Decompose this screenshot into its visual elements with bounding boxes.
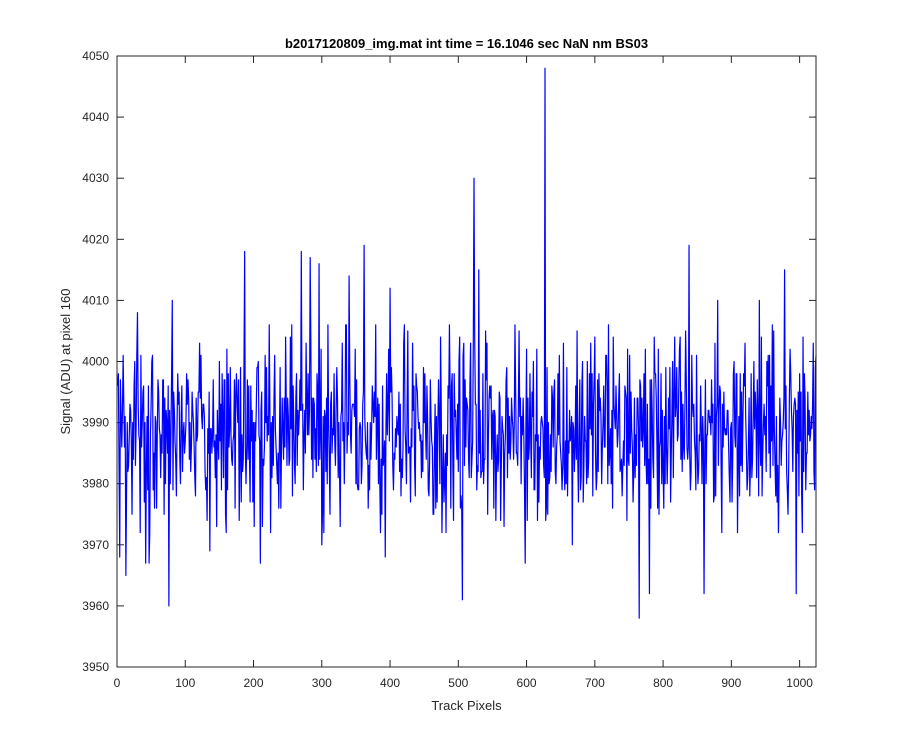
ticks: 0 100 200 300 400 500 600 700 800 900 1000 3950 3960… (82, 49, 816, 690)
y-tick-label: 3960 (82, 599, 109, 613)
series-line (117, 67, 817, 619)
x-axis-label: Track Pixels (431, 698, 502, 713)
x-tick-label: 100 (175, 676, 195, 690)
x-tick-label: 800 (653, 676, 673, 690)
x-tick-label: 1000 (786, 676, 813, 690)
x-tick-label: 700 (585, 676, 605, 690)
x-tick-label: 0 (114, 676, 121, 690)
y-tick-label: 4010 (82, 293, 109, 307)
y-axis-label: Signal (ADU) at pixel 160 (58, 289, 73, 435)
axes-box (116, 55, 817, 668)
chart-title: b2017120809_img.mat int time = 16.1046 s… (285, 36, 648, 51)
x-tick-label: 300 (312, 676, 332, 690)
y-tick-label: 3990 (82, 416, 109, 430)
y-tick-label: 3970 (82, 538, 109, 552)
plot-area (117, 56, 816, 667)
x-tick-label: 600 (517, 676, 537, 690)
y-tick-label: 4000 (82, 355, 109, 369)
y-tick-label: 3950 (82, 660, 109, 674)
y-tick-label: 4040 (82, 110, 109, 124)
y-tick-label: 3980 (82, 477, 109, 491)
y-tick-label: 4030 (82, 171, 109, 185)
x-tick-label: 200 (244, 676, 264, 690)
x-tick-label: 900 (721, 676, 741, 690)
y-tick-label: 4020 (82, 232, 109, 246)
x-tick-label: 500 (448, 676, 468, 690)
series-layer (117, 67, 817, 619)
y-tick-label: 4050 (82, 49, 109, 63)
x-tick-label: 400 (380, 676, 400, 690)
